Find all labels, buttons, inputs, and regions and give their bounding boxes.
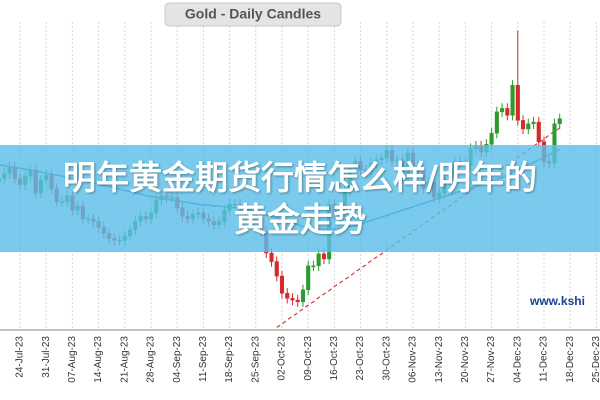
candle-body [500,108,505,113]
x-tick-label: 04-Dec-23 [512,336,523,383]
x-tick-label: 06-Nov-23 [408,336,419,383]
x-tick-label: 18-Sep-23 [224,336,235,383]
candle-body [489,132,494,145]
x-tick-label: 24-Jul-23 [15,336,26,378]
x-tick-label: 20-Nov-23 [460,336,471,383]
x-tick-label: 09-Oct-23 [303,336,314,381]
candle-body [306,265,311,291]
candle-body [269,252,274,262]
candle-body [321,253,326,260]
x-tick-label: 25-Sep-23 [250,336,261,383]
x-tick-label: 27-Nov-23 [486,336,497,383]
candle-body [300,289,306,303]
x-tick-label: 02-Oct-23 [277,336,288,381]
candle-body [526,123,531,130]
chart-title: Gold - Daily Candles [185,6,321,22]
banner-text: 明年黄金期货行情怎么样/明年的黄金走势 [62,158,538,239]
x-tick-label: 13-Nov-23 [434,336,445,383]
candle-body [515,85,520,121]
candle-body [505,108,510,116]
x-tick-label: 30-Oct-23 [381,336,392,381]
candle-body [531,121,536,125]
x-tick-label: 11-Sep-23 [198,336,209,382]
candle-body [279,275,285,294]
x-axis-labels: 24-Jul-23 31-Jul-23 07-Aug-23 14-Aug-23 21-A… [15,336,600,383]
x-tick-label: 25-Dec-23 [591,336,600,383]
x-tick-label: 18-Dec-23 [565,336,576,383]
candle-body [520,120,526,130]
candle-body [510,85,515,116]
candle-body [494,111,499,134]
candle-body [316,253,321,267]
candle-body [295,299,300,303]
candle-body [274,261,279,277]
source-watermark: www.kshi [529,294,585,308]
x-tick-label: 07-Aug-23 [67,336,78,383]
candle-body [290,298,295,301]
x-tick-label: 31-Jul-23 [41,336,52,378]
banner: 明年黄金期货行情怎么样/明年的黄金走势 [0,145,600,252]
x-tick-label: 14-Aug-23 [93,336,104,383]
x-tick-label: 04-Sep-23 [172,336,183,383]
candle-body [285,292,290,299]
x-tick-label: 23-Oct-23 [355,336,366,381]
x-tick-label: 28-Aug-23 [146,336,157,383]
candle-body [311,265,316,268]
title-box [164,2,342,27]
candle-body [536,121,541,143]
x-tick-label: 16-Oct-23 [329,336,340,381]
x-tick-label: 21-Aug-23 [119,336,130,383]
candle-body [557,118,562,125]
x-tick-label: 11-Dec-23 [539,336,550,382]
